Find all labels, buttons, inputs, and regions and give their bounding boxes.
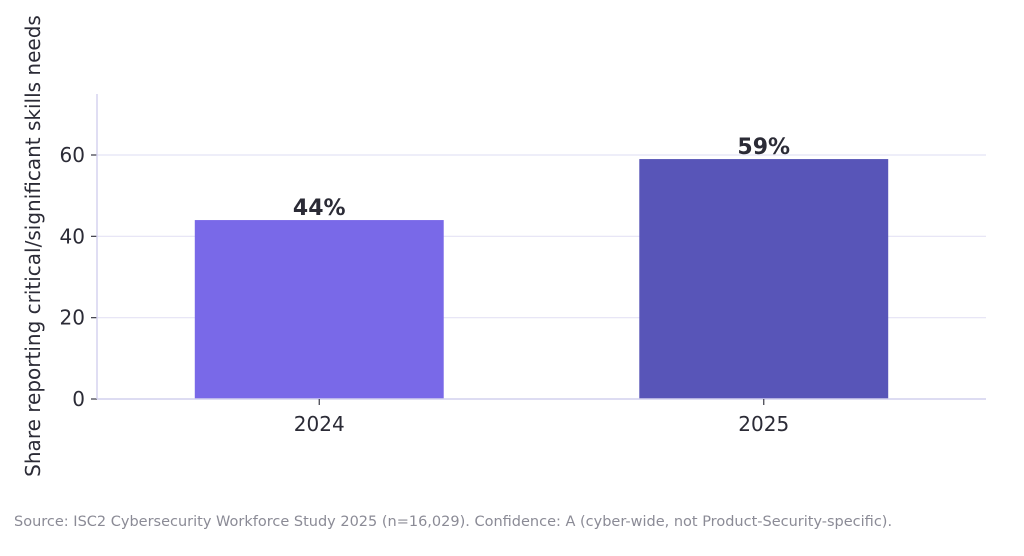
bar-2025	[639, 159, 889, 399]
y-tick-label: 60	[60, 143, 85, 167]
bar-2024	[194, 220, 444, 399]
bar-value-label-2025: 59%	[737, 135, 790, 160]
axes: 0 20 40 60 2024 2025	[60, 94, 986, 436]
source-note: Source: ISC2 Cybersecurity Workforce Stu…	[14, 514, 893, 530]
bars	[194, 159, 889, 399]
bar-chart: 0 20 40 60 2024 2025 44% 59% Share reporting c…	[21, 15, 986, 477]
x-tick-label: 2025	[738, 412, 789, 436]
x-tick-label: 2024	[294, 412, 345, 436]
y-tick-label: 20	[60, 306, 85, 330]
bar-value-label-2024: 44%	[293, 196, 346, 221]
y-axis-title: Share reporting critical/significant ski…	[21, 15, 45, 477]
bar-value-labels: 44% 59%	[293, 135, 790, 221]
y-tick-label: 40	[60, 224, 85, 248]
y-tick-label: 0	[72, 387, 85, 411]
